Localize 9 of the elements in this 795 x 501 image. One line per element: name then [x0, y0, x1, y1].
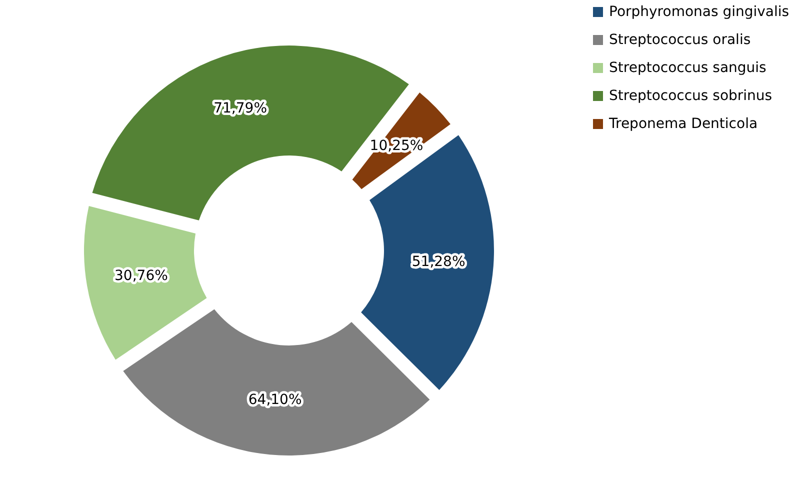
- legend-label: Streptococcus sobrinus: [609, 88, 772, 104]
- legend-label: Streptococcus oralis: [609, 32, 751, 48]
- legend-label: Treponema Denticola: [608, 116, 758, 132]
- data-label: 71,79%: [214, 100, 267, 117]
- data-label: 64,10%: [248, 392, 302, 408]
- data-label: 30,76%: [114, 268, 168, 284]
- data-label: 51,28%: [412, 254, 466, 270]
- legend-label: Porphyromonas gingivalis: [609, 4, 790, 20]
- legend-label: Streptococcus sanguis: [609, 60, 766, 76]
